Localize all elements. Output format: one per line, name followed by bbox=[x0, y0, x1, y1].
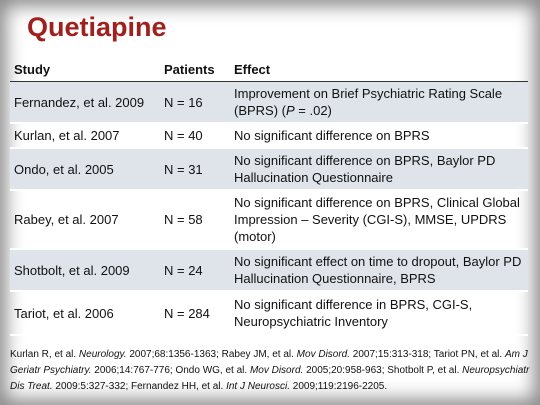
text-segment: Mov Disord. bbox=[249, 365, 304, 376]
table-row: Tariot, et al. 2006 N = 284 No significant… bbox=[10, 291, 528, 336]
patients-cell: N = 40 bbox=[160, 123, 230, 149]
column-header: Effect bbox=[230, 58, 528, 82]
effect-cell: No significant difference in BPRS, CGI-S… bbox=[230, 291, 528, 336]
text-segment: 2007;15:313-318; Tariot PN, et al. bbox=[350, 349, 505, 360]
patients-cell: N = 284 bbox=[160, 291, 230, 336]
study-cell: Fernandez, et al. 2009 bbox=[10, 81, 160, 124]
table-row: Fernandez, et al. 2009 N = 16 Improvement … bbox=[10, 81, 528, 124]
table-row: Kurlan, et al. 2007 N = 40 No significant … bbox=[10, 123, 528, 149]
table-row: Ondo, et al. 2005 N = 31 No significant di… bbox=[10, 148, 528, 191]
slide-title: Quetiapine bbox=[27, 12, 167, 42]
text-segment: 2006;14:767-776; Ondo WG, et al. bbox=[91, 365, 250, 376]
study-cell: Rabey, et al. 2007 bbox=[10, 190, 160, 250]
study-cell: Shotbolt, et al. 2009 bbox=[10, 249, 160, 292]
patients-cell: N = 58 bbox=[160, 190, 230, 250]
text-segment: P bbox=[286, 103, 295, 118]
column-header: Study bbox=[10, 58, 160, 82]
text-segment: 2005;20:958-963; Shotbolt P, et al. bbox=[303, 365, 463, 376]
text-segment: = .02) bbox=[294, 103, 332, 118]
study-cell: Ondo, et al. 2005 bbox=[10, 148, 160, 191]
text-segment: No significant difference on BPRS, Clini… bbox=[234, 195, 520, 244]
text-segment: Neuropsychiatr Dis Treat. bbox=[10, 365, 530, 392]
study-cell: Kurlan, et al. 2007 bbox=[10, 123, 160, 149]
text-segment: Mov Disord. bbox=[296, 349, 351, 360]
patients-cell: N = 16 bbox=[160, 81, 230, 124]
text-segment: Kurlan R, et al. bbox=[10, 349, 79, 360]
effect-cell: No significant difference on BPRS, Baylo… bbox=[230, 148, 528, 191]
references: Kurlan R, et al. Neurology. 2007;68:1356… bbox=[10, 347, 530, 395]
text-segment: 2009;119:2196-2205. bbox=[289, 381, 388, 392]
column-header: Patients bbox=[160, 58, 230, 82]
patients-cell: N = 31 bbox=[160, 148, 230, 191]
table-row: Shotbolt, et al. 2009 N = 24 No significan… bbox=[10, 249, 528, 292]
text-segment: Int J Neurosci. bbox=[226, 381, 290, 392]
effect-cell: No significant difference on BPRS, Clini… bbox=[230, 190, 528, 250]
header-row: Study Patients Effect bbox=[10, 58, 528, 82]
table-row: Rabey, et al. 2007 N = 58 No significant d… bbox=[10, 190, 528, 250]
text-segment: Improvement on Brief Psychiatric Rating … bbox=[234, 86, 503, 118]
text-segment: No significant difference in BPRS, CGI-S… bbox=[234, 297, 473, 329]
text-segment: No significant effect on time to dropout… bbox=[234, 254, 522, 286]
text-segment: 2009:5:327-332; Fernandez HH, et al. bbox=[52, 381, 227, 392]
patients-cell: N = 24 bbox=[160, 249, 230, 292]
text-segment: 2007;68:1356-1363; Rabey JM, et al. bbox=[126, 349, 297, 360]
effect-cell: Improvement on Brief Psychiatric Rating … bbox=[230, 81, 528, 124]
effect-cell: No significant difference on BPRS bbox=[230, 123, 528, 149]
study-cell: Tariot, et al. 2006 bbox=[10, 291, 160, 336]
effect-cell: No significant effect on time to dropout… bbox=[230, 249, 528, 292]
text-segment: Am J Geriatr Psychiatry. bbox=[10, 349, 528, 376]
text-segment: Neurology. bbox=[78, 349, 127, 360]
text-segment: No significant difference on BPRS, Baylo… bbox=[234, 153, 496, 185]
text-segment: No significant difference on BPRS bbox=[234, 128, 430, 143]
study-table: Study Patients Effect Fernandez, et al. 20… bbox=[10, 58, 528, 336]
